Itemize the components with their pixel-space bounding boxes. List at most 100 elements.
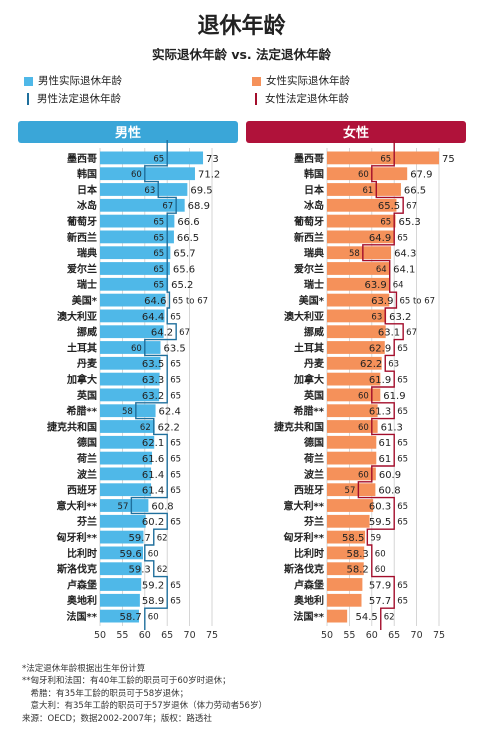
- male-bar: [100, 593, 140, 607]
- female-category-label: 葡萄牙: [293, 215, 324, 228]
- female-bar: [327, 356, 382, 370]
- footnote-line: **匈牙利和法国：有40年工龄的职员可于60岁时退休；: [22, 676, 231, 687]
- female-legal-value-label: 63: [388, 360, 399, 370]
- page-subtitle: 实际退休年龄 vs. 法定退休年龄: [151, 47, 332, 62]
- male-bar: [100, 404, 156, 418]
- footnote-line: 希腊：有35年工龄的职员可于58岁退休；: [22, 688, 189, 699]
- female-legal-value-label: 67: [406, 328, 417, 338]
- male-panel-header: [18, 121, 238, 143]
- male-actual-value-label: 62.4: [159, 407, 181, 418]
- legend-male-legal-line: [27, 93, 29, 105]
- female-legal-value-label: 60: [375, 565, 386, 575]
- male-category-label: 法国**: [67, 610, 98, 623]
- female-actual-value-label: 64.9: [369, 233, 391, 244]
- female-actual-value-label: 65.3: [399, 217, 421, 228]
- female-legal-value-label: 61: [362, 186, 373, 196]
- male-actual-value-label: 62.1: [142, 438, 164, 449]
- female-actual-value-label: 67.9: [410, 170, 432, 181]
- female-actual-value-label: 75: [442, 154, 455, 165]
- female-x-tick-label: 50: [321, 630, 333, 641]
- male-category-label: 日本: [77, 183, 98, 196]
- male-legal-value-label: 65: [153, 154, 164, 164]
- male-actual-value-label: 61.4: [142, 470, 164, 481]
- male-actual-value-label: 58.9: [142, 596, 164, 607]
- female-category-label: 波兰: [304, 468, 324, 481]
- female-bar: [327, 167, 408, 181]
- footnote-line: 意大利：有35年工龄的职员可于57岁退休（体力劳动者56岁）: [22, 701, 267, 712]
- male-legal-value-label: 65: [153, 249, 164, 259]
- male-actual-value-label: 61.4: [142, 486, 164, 497]
- female-bar: [327, 483, 376, 497]
- male-category-label: 英国: [76, 389, 97, 402]
- female-legal-value-label: 65: [397, 455, 408, 465]
- male-actual-value-label: 65.6: [173, 264, 195, 275]
- female-category-label: 荷兰: [303, 452, 324, 465]
- female-category-label: 瑞典: [304, 247, 324, 260]
- female-actual-value-label: 61.9: [369, 375, 391, 386]
- female-category-label: 新西兰: [294, 231, 324, 244]
- male-actual-value-label: 66.5: [177, 233, 199, 244]
- legend-female-actual-label: 女性实际退休年龄: [266, 75, 350, 87]
- male-legal-value-label: 65: [153, 233, 164, 243]
- legend-male: 男性实际退休年龄 男性法定退休年龄: [22, 73, 122, 106]
- male-legal-value-label: 65: [170, 518, 181, 528]
- page-title: 退休年龄: [197, 14, 286, 39]
- male-legal-age-line: [130, 140, 177, 630]
- male-category-label: 芬兰: [76, 515, 97, 528]
- female-actual-value-label: 63.1: [378, 328, 400, 339]
- male-legal-value-label: 65: [170, 360, 181, 370]
- female-panel-header: [246, 121, 466, 143]
- male-legal-value-label: 62: [157, 565, 168, 575]
- female-legal-value-label: 64: [376, 265, 387, 275]
- female-actual-value-label: 63.9: [371, 296, 393, 307]
- female-category-label: 比利时: [294, 547, 324, 560]
- female-legal-value-label: 65: [397, 502, 408, 512]
- female-x-tick-label: 65: [388, 630, 400, 641]
- male-category-label: 斯洛伐克: [57, 563, 97, 576]
- female-legal-value-label: 65: [397, 376, 408, 386]
- male-actual-value-label: 63.2: [142, 391, 164, 402]
- male-bar: [100, 167, 195, 181]
- male-category-label: 西班牙: [67, 484, 97, 497]
- male-category-label: 韩国: [77, 168, 97, 181]
- male-legal-value-label: 65: [170, 486, 181, 496]
- female-bar: [327, 151, 439, 165]
- female-legal-value-label: 64: [393, 281, 404, 291]
- female-bar: [327, 262, 391, 275]
- male-actual-value-label: 64.2: [151, 328, 173, 339]
- female-actual-value-label: 61: [378, 454, 391, 465]
- male-category-label: 丹麦: [77, 357, 98, 370]
- male-legal-value-label: 65: [170, 455, 181, 465]
- female-bar: [327, 467, 376, 481]
- female-bar: [327, 562, 364, 576]
- female-category-label: 丹麦: [304, 357, 325, 370]
- male-actual-value-label: 60.2: [142, 517, 164, 528]
- female-bar: [327, 514, 370, 528]
- male-actual-value-label: 61.6: [142, 454, 164, 465]
- female-actual-value-label: 61.3: [381, 422, 403, 433]
- male-legal-value-label: 67: [162, 202, 173, 212]
- female-category-label: 奥地利: [294, 594, 324, 607]
- male-category-label: 德国: [76, 436, 97, 449]
- female-bar: [327, 388, 381, 402]
- male-bar: [100, 499, 149, 512]
- female-category-label: 意大利**: [284, 499, 325, 512]
- female-bar: [327, 578, 363, 591]
- female-actual-value-label: 65.5: [378, 201, 400, 212]
- female-legal-value-label: 60: [358, 423, 369, 433]
- male-x-tick-label: 50: [94, 630, 106, 641]
- male-category-label: 比利时: [67, 547, 97, 560]
- female-category-label: 法国**: [294, 610, 325, 623]
- female-legal-value-label: 65: [397, 233, 408, 243]
- male-category-label: 冰岛: [77, 199, 97, 212]
- male-bar: [100, 609, 139, 623]
- male-legal-value-label: 65: [170, 376, 181, 386]
- male-category-label: 葡萄牙: [66, 215, 97, 228]
- male-bar: [100, 309, 165, 323]
- female-legal-value-label: 60: [358, 470, 369, 480]
- female-legal-value-label: 65: [397, 518, 408, 528]
- female-actual-value-label: 57.9: [369, 580, 391, 591]
- female-actual-value-label: 64.3: [394, 249, 416, 260]
- female-category-label: 墨西哥: [294, 153, 324, 165]
- female-bar: [327, 325, 386, 339]
